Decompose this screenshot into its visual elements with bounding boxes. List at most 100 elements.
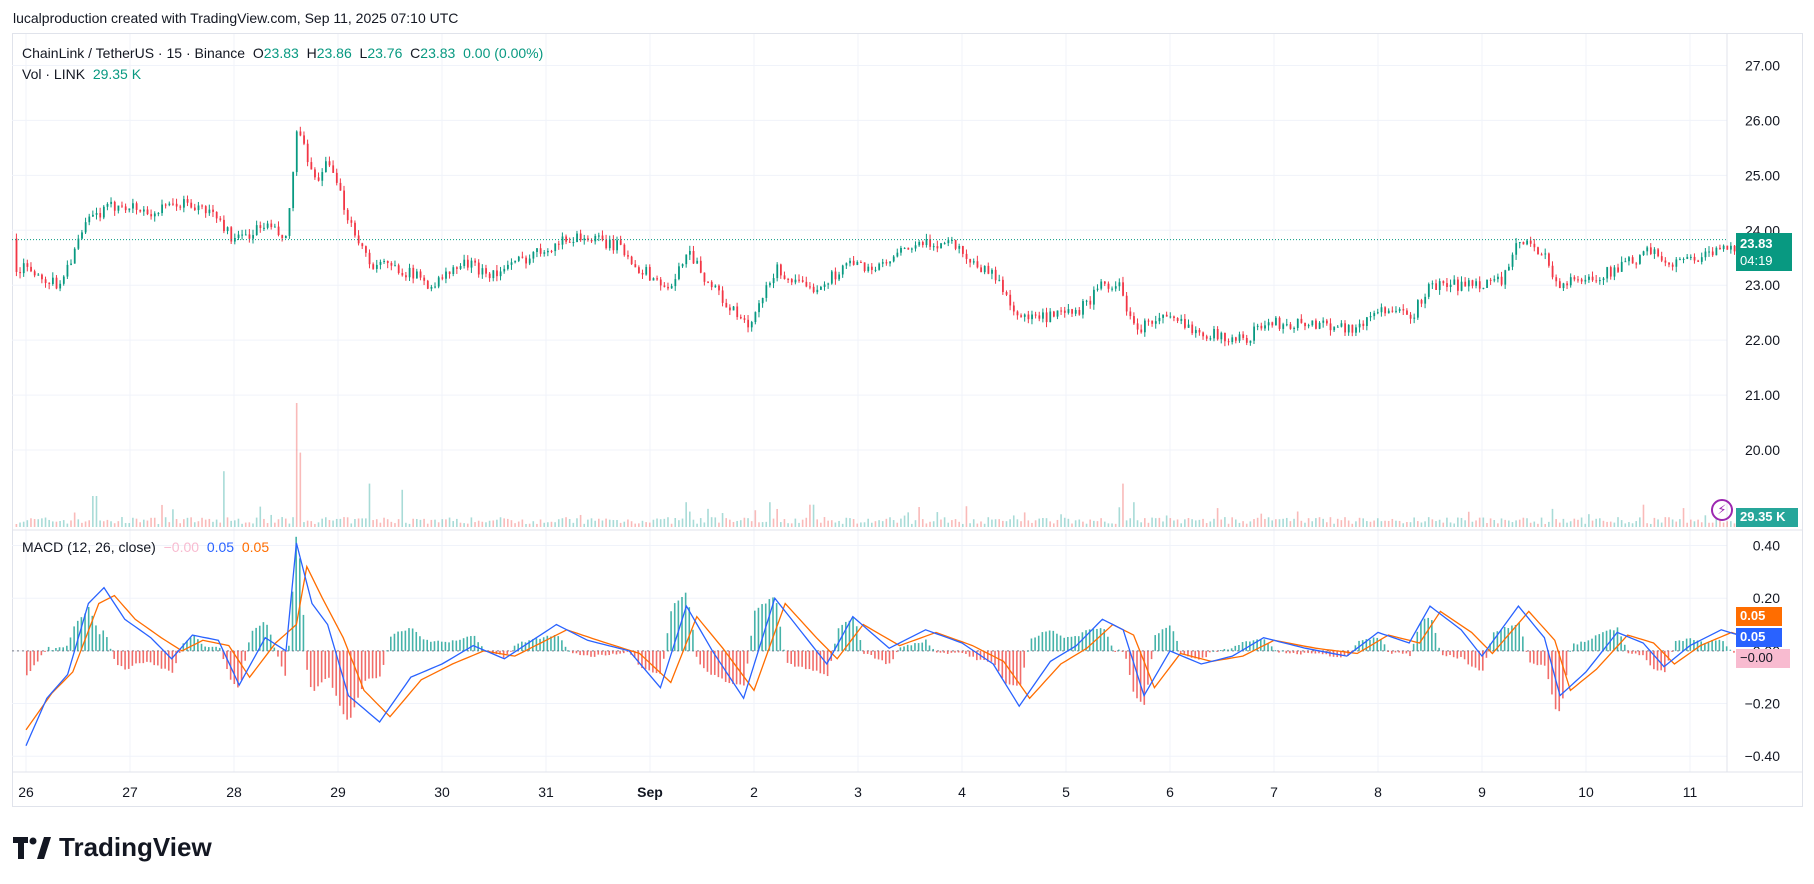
macd-histogram-bar <box>1281 650 1284 652</box>
candle-body <box>1697 260 1700 262</box>
macd-histogram-bar <box>499 650 501 655</box>
candle-body <box>310 162 313 170</box>
macd-histogram-bar <box>284 650 287 676</box>
candle-body <box>350 220 353 223</box>
volume-bar <box>1060 514 1062 527</box>
volume-bar <box>838 520 840 527</box>
macd-histogram-bar <box>604 650 607 656</box>
candle-body <box>714 285 717 288</box>
volume-bar <box>1493 520 1496 527</box>
macd-histogram-bar <box>1431 620 1433 651</box>
candle-body <box>1042 312 1044 319</box>
candle-body <box>994 269 997 281</box>
price-axis-tick: 23.00 <box>1745 277 1780 293</box>
volume-bar <box>758 522 760 527</box>
volume-bar <box>729 519 731 527</box>
candle-body <box>758 303 760 313</box>
candle-body <box>488 273 491 279</box>
close-label: C <box>410 45 421 61</box>
volume-bar <box>830 520 833 527</box>
macd-histogram-bar <box>1172 631 1175 651</box>
volume-bar <box>554 522 556 527</box>
candle-body <box>459 266 462 269</box>
candle-body <box>1096 288 1099 290</box>
candle-body <box>1733 245 1736 252</box>
candle-body <box>102 206 105 218</box>
macd-histogram-bar <box>1158 633 1160 651</box>
macd-histogram-bar <box>349 650 352 718</box>
macd-histogram-bar <box>266 624 268 651</box>
candle-body <box>1588 276 1590 280</box>
macd-histogram-bar <box>1161 629 1164 651</box>
macd-histogram-bar <box>531 639 534 651</box>
time-axis-tick: 4 <box>958 784 966 800</box>
volume-bar <box>441 519 444 527</box>
macd-histogram-bar <box>761 604 763 651</box>
macd-histogram-bar <box>910 645 913 651</box>
macd-histogram-bar <box>928 645 931 651</box>
candle-body <box>1103 281 1106 284</box>
candle-body <box>1151 321 1154 324</box>
volume-bar <box>73 512 76 527</box>
volume-bar <box>26 520 29 527</box>
candle-body <box>408 267 411 278</box>
macd-histogram-bar <box>1205 650 1207 658</box>
macd-histogram-bar <box>175 650 177 664</box>
macd-histogram-bar <box>1678 640 1681 651</box>
candle-body <box>1202 332 1205 337</box>
macd-label[interactable]: MACD (12, 26, close) <box>22 539 156 555</box>
macd-histogram-bar <box>1551 650 1553 695</box>
candle-body <box>867 266 870 271</box>
volume-bar <box>1151 517 1153 527</box>
macd-histogram-bar <box>703 650 705 669</box>
candle-body <box>332 165 335 173</box>
macd-histogram-bar <box>968 650 971 657</box>
volume-bar <box>896 522 899 527</box>
candle-body <box>15 238 18 272</box>
price-axis-tick: 27.00 <box>1745 57 1780 73</box>
macd-histogram-bar <box>131 650 134 666</box>
volume-label[interactable]: Vol · LINK <box>22 66 86 82</box>
volume-bar <box>641 520 644 527</box>
volume-bar <box>135 518 138 527</box>
volume-bar <box>328 519 331 527</box>
volume-bar <box>1558 522 1561 527</box>
high-label: H <box>306 45 317 61</box>
candle-body <box>947 240 950 244</box>
macd-histogram-bar <box>309 650 312 688</box>
symbol-name[interactable]: ChainLink / TetherUS · 15 · Binance <box>22 45 246 61</box>
volume-bar <box>1708 522 1710 527</box>
volume-bar <box>1442 522 1445 527</box>
candle-body <box>663 285 666 287</box>
macd-histogram-bar <box>193 635 196 651</box>
volume-bar <box>1398 520 1401 527</box>
candle-body <box>263 227 265 229</box>
candle-body <box>954 239 957 249</box>
macd-histogram-bar <box>710 650 712 675</box>
candle-body <box>306 143 309 163</box>
macd-histogram-bar <box>1401 650 1404 654</box>
volume-bar <box>357 518 360 527</box>
candle-body <box>128 208 131 211</box>
macd-histogram-bar <box>608 650 610 656</box>
candle-body <box>1198 329 1201 333</box>
candle-body <box>190 202 193 208</box>
volume-bar <box>226 517 229 527</box>
macd-histogram-bar <box>812 650 814 671</box>
candle-body <box>208 209 211 214</box>
macd-histogram-bar <box>204 646 206 651</box>
alert-lightning-icon[interactable]: ⚡ <box>1711 499 1733 521</box>
candle-body <box>936 246 939 249</box>
macd-histogram-bar <box>1653 650 1655 670</box>
brand-logo[interactable]: TradingView <box>13 832 212 863</box>
volume-bar <box>1409 522 1412 527</box>
candle-body <box>772 278 775 284</box>
candle-body <box>921 241 924 246</box>
candle-body <box>95 213 98 215</box>
macd-histogram-bar <box>1092 628 1095 651</box>
candle-body <box>1544 253 1547 255</box>
macd-histogram-bar <box>69 637 72 651</box>
candle-body <box>193 207 196 211</box>
macd-histogram-bar <box>590 650 592 657</box>
